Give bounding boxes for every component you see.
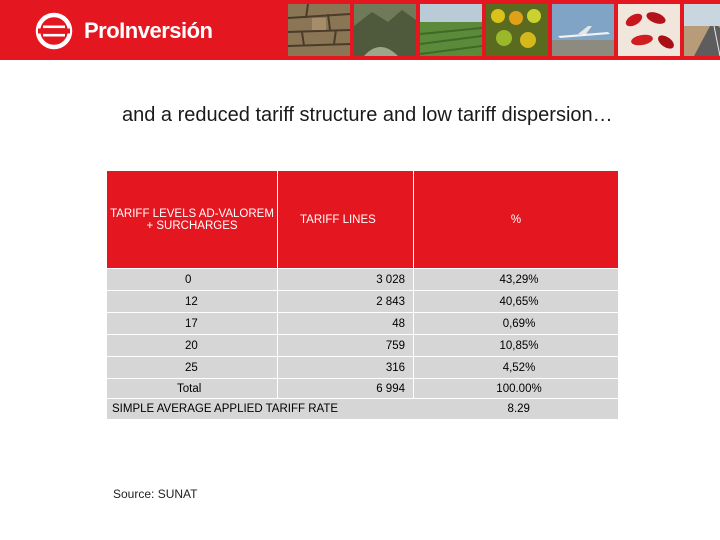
- total-row: Total 6 994 100.00%: [107, 378, 618, 399]
- table-row: 25 316 4,52%: [107, 356, 618, 379]
- tariff-table: TARIFF LEVELS AD-VALOREM + SURCHARGES TA…: [107, 171, 618, 419]
- header-tariff-levels: TARIFF LEVELS AD-VALOREM + SURCHARGES: [107, 171, 278, 269]
- header-tariff-lines: TARIFF LINES: [277, 171, 414, 269]
- table-row: 20 759 10,85%: [107, 334, 618, 357]
- slide-headline: and a reduced tariff structure and low t…: [122, 104, 613, 126]
- total-percent: 100.00%: [413, 378, 618, 399]
- photo-strip: [288, 4, 720, 56]
- tariff-level-cell: 20: [107, 334, 278, 357]
- header-percent: %: [413, 171, 618, 269]
- tariff-level-cell: 25: [107, 356, 278, 379]
- source-note: Source: SUNAT: [113, 487, 198, 501]
- total-label: Total: [107, 378, 278, 399]
- airplane-photo: [552, 4, 614, 56]
- percent-cell: 0,69%: [413, 312, 618, 335]
- tariff-lines-cell: 3 028: [277, 268, 414, 291]
- percent-cell: 10,85%: [413, 334, 618, 357]
- tariff-lines-cell: 2 843: [277, 290, 414, 313]
- brand-name: ProInversión: [84, 18, 213, 43]
- header-banner: ProInversión: [0, 0, 720, 60]
- tariff-level-cell: 0: [107, 268, 278, 291]
- percent-cell: 40,65%: [413, 290, 618, 313]
- farm-field-photo: [420, 4, 482, 56]
- red-peppers-photo: [618, 4, 680, 56]
- tariff-lines-cell: 759: [277, 334, 414, 357]
- percent-cell: 43,29%: [413, 268, 618, 291]
- total-lines: 6 994: [277, 378, 414, 399]
- mountain-river-photo: [354, 4, 416, 56]
- table-row: 17 48 0,69%: [107, 312, 618, 335]
- table-row: 0 3 028 43,29%: [107, 268, 618, 291]
- average-label: SIMPLE AVERAGE APPLIED TARIFF RATE: [112, 403, 339, 415]
- percent-cell: 4,52%: [413, 356, 618, 379]
- proinversion-logo: ProInversión: [34, 12, 213, 50]
- average-row: SIMPLE AVERAGE APPLIED TARIFF RATE 8.29: [107, 399, 618, 420]
- table-row: 12 2 843 40,65%: [107, 290, 618, 313]
- desert-road-photo: [684, 4, 720, 56]
- average-value: 8.29: [507, 403, 530, 415]
- tariff-lines-cell: 316: [277, 356, 414, 379]
- produce-boxes-photo: [486, 4, 548, 56]
- logo-emblem-icon: [35, 12, 73, 50]
- tariff-lines-cell: 48: [277, 312, 414, 335]
- tariff-level-cell: 12: [107, 290, 278, 313]
- tariff-level-cell: 17: [107, 312, 278, 335]
- stone-wall-photo: [288, 4, 350, 56]
- table-header-row: TARIFF LEVELS AD-VALOREM + SURCHARGES TA…: [107, 171, 618, 269]
